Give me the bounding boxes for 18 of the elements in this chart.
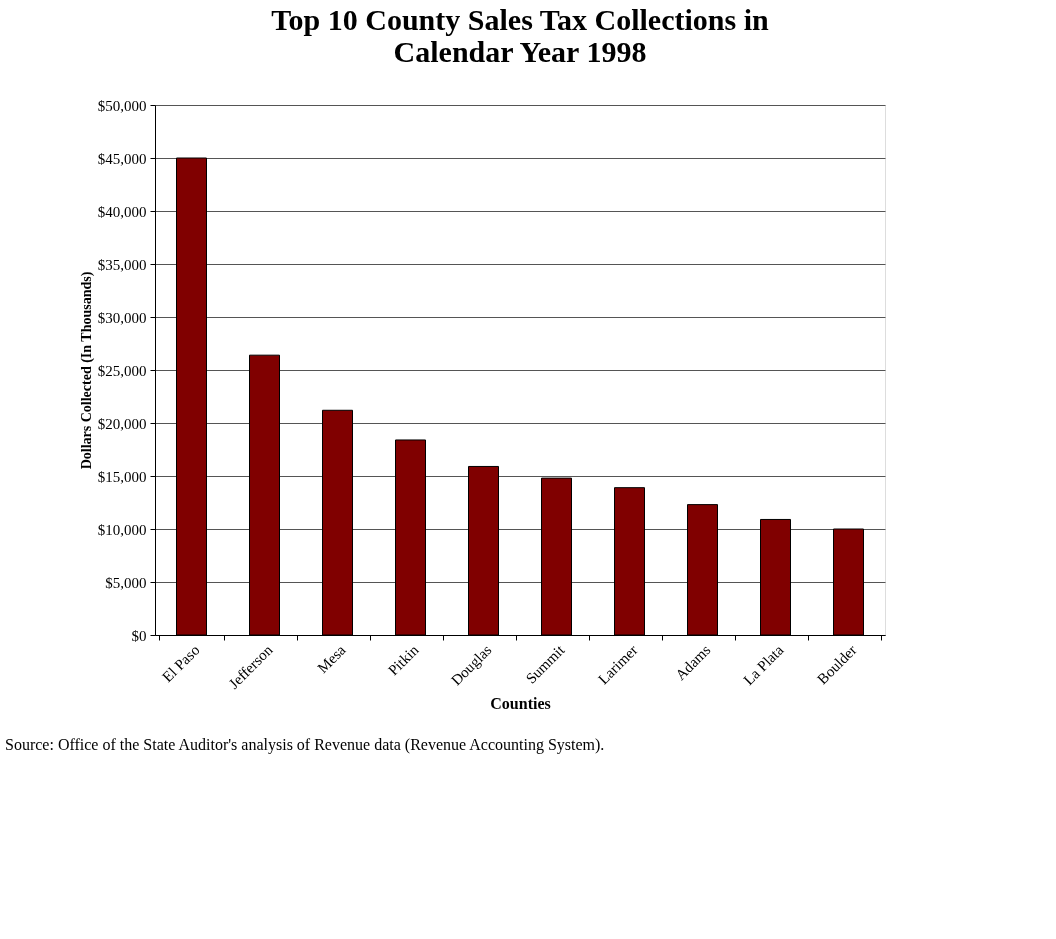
x-tick-label: El Paso (159, 641, 203, 686)
x-tick-label: La Plata (740, 641, 787, 689)
y-axis-title: Dollars Collected (In Thousands) (78, 271, 95, 470)
y-tick-label: $5,000 (105, 574, 147, 591)
text: Calendar Year 1998 (393, 35, 647, 68)
y-tick-label: $30,000 (97, 309, 147, 326)
y-tick-label: $50,000 (97, 97, 147, 114)
text: Top 10 County Sales Tax Collections in (271, 3, 769, 36)
y-tick-label: $35,000 (97, 256, 147, 273)
source-note: Source: Office of the State Auditor's analysis of Revenue data (Revenue Accounting System). (5, 735, 605, 754)
y-tick-label: $25,000 (97, 362, 147, 379)
y-tick-label: $10,000 (97, 521, 147, 538)
y-tick-label: $45,000 (97, 150, 147, 167)
y-tick-label: $0 (131, 627, 147, 644)
y-tick-label: $20,000 (97, 415, 147, 432)
x-axis-title: Counties (490, 694, 551, 712)
y-tick-label: $40,000 (97, 203, 147, 220)
y-tick-label: $15,000 (97, 468, 147, 485)
